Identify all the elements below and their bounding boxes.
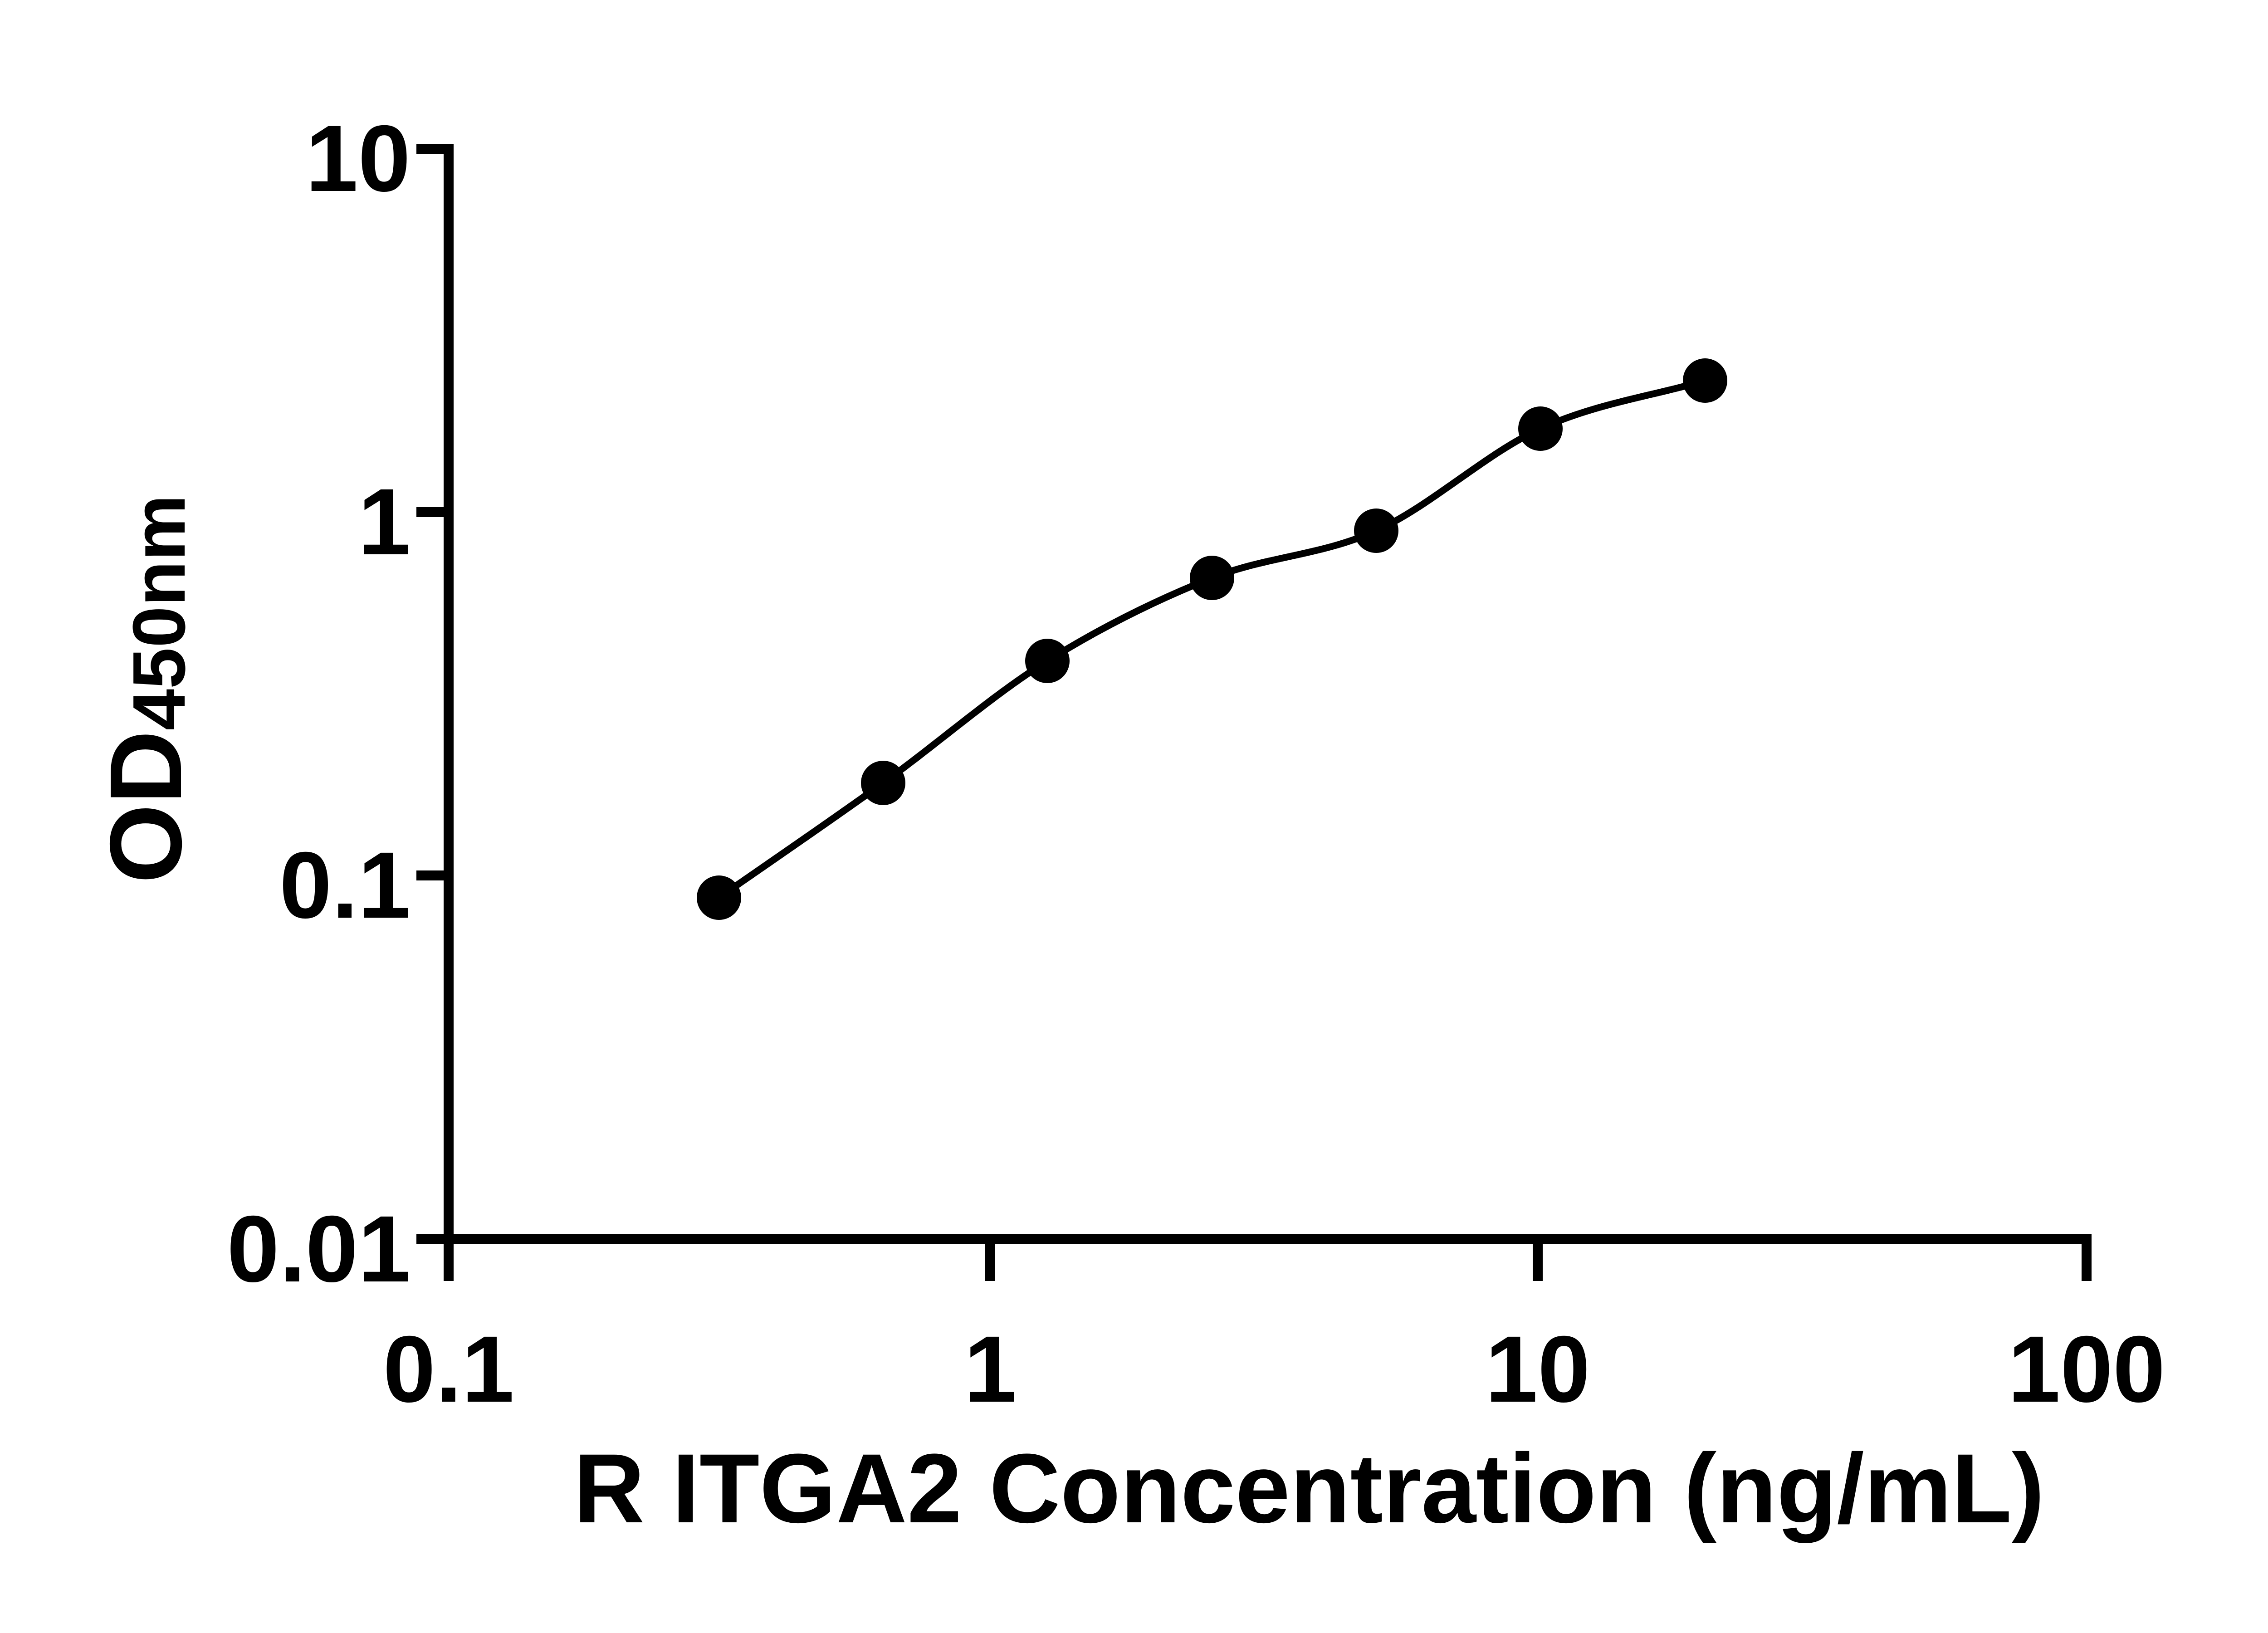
svg-text:OD450nm: OD450nm — [88, 494, 203, 883]
svg-text:10: 10 — [1485, 1317, 1590, 1422]
svg-text:1: 1 — [964, 1317, 1017, 1422]
svg-text:100: 100 — [2008, 1317, 2165, 1422]
svg-text:0.1: 0.1 — [383, 1317, 514, 1422]
svg-text:0.1: 0.1 — [279, 833, 411, 938]
svg-text:10: 10 — [306, 106, 411, 211]
svg-text:R ITGA2 Concentration (ng/mL): R ITGA2 Concentration (ng/mL) — [574, 1433, 2045, 1543]
svg-text:1: 1 — [358, 469, 411, 575]
svg-text:0.01: 0.01 — [227, 1197, 411, 1302]
